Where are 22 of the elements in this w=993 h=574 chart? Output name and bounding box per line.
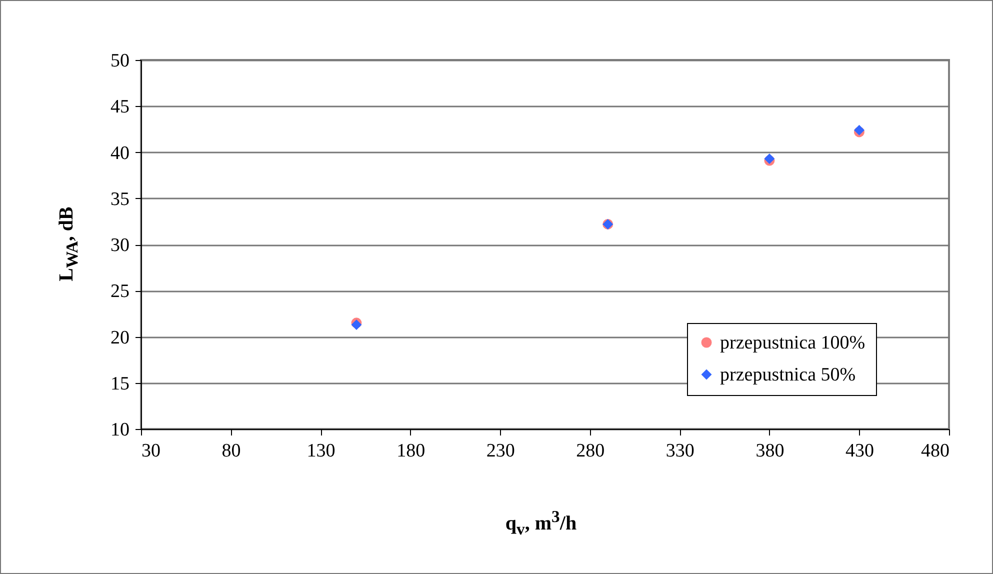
y-tick-label: 45 bbox=[110, 96, 130, 118]
x-tick-label: 480 bbox=[921, 440, 950, 462]
x-axis-title: q$_{v}$, m$^{3}$/h bbox=[505, 507, 577, 540]
y-tick-label: 20 bbox=[110, 327, 130, 348]
y-tick-label: 40 bbox=[110, 142, 130, 164]
y-tick-label: 30 bbox=[110, 235, 130, 256]
x-tick-label: 430 bbox=[845, 440, 874, 462]
x-tick-label: 130 bbox=[306, 440, 336, 462]
x-tick-label: 230 bbox=[486, 440, 515, 462]
y-tick-label: 25 bbox=[110, 281, 130, 302]
x-tick-label: 80 bbox=[222, 440, 241, 462]
x-tick-label: 380 bbox=[756, 440, 784, 462]
y-tick-label: 35 bbox=[110, 188, 130, 210]
legend-label: przepustnica 100% bbox=[720, 332, 866, 354]
legend-label: przepustnica 50% bbox=[720, 364, 856, 386]
y-tick-label: 50 bbox=[110, 50, 130, 72]
y-tick-label: 10 bbox=[110, 420, 130, 440]
x-tick-label: 280 bbox=[576, 440, 605, 462]
x-tick-label: 180 bbox=[396, 440, 426, 462]
x-tick-label: 330 bbox=[666, 440, 694, 462]
x-tick-label: 30 bbox=[142, 440, 160, 462]
y-tick-label: 15 bbox=[110, 373, 130, 394]
